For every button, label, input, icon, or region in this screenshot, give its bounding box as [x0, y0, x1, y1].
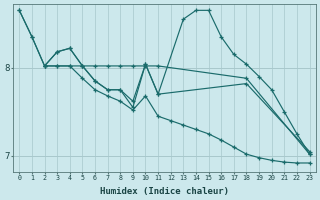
X-axis label: Humidex (Indice chaleur): Humidex (Indice chaleur) — [100, 187, 229, 196]
